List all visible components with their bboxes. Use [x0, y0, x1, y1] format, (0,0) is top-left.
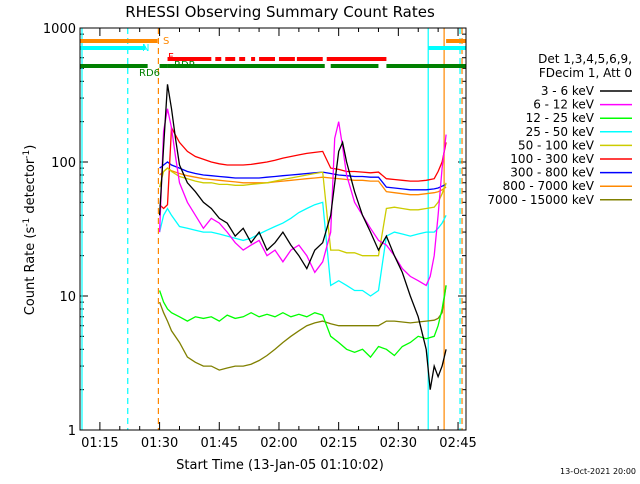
series-line-7000-15000-kev	[158, 285, 447, 371]
flag-label-f: F	[168, 52, 174, 63]
legend-header-attenuator: FDecim 1, Att 0	[539, 66, 632, 80]
legend-label: 12 - 25 keV	[526, 111, 595, 125]
legend-header-detectors: Det 1,3,4,5,6,9,	[538, 52, 632, 66]
legend-label: 50 - 100 keV	[518, 138, 595, 152]
legend-label: 800 - 7000 keV	[503, 179, 595, 193]
x-tick-label: 02:15	[320, 436, 357, 451]
legend-label: 300 - 800 keV	[510, 166, 594, 180]
chart-title: RHESSI Observing Summary Count Rates	[125, 3, 435, 21]
y-tick-label: 10	[59, 290, 76, 305]
y-axis-label-sup: -1	[22, 218, 32, 227]
legend-label: 25 - 50 keV	[526, 125, 595, 139]
y-tick-label: 1	[68, 424, 76, 439]
x-tick-label: 01:30	[141, 436, 178, 451]
series-line-50-100-kev	[158, 167, 447, 257]
legend-label: 3 - 6 keV	[541, 84, 595, 98]
series-line-3-6-kev	[158, 84, 447, 390]
legend-label: 6 - 12 keV	[533, 98, 595, 112]
flag-label-n: N	[142, 43, 149, 54]
x-tick-label: 02:45	[439, 436, 476, 451]
series-line-12-25-kev	[158, 285, 447, 359]
y-axis-label: Count Rate (s-1 detector-1)	[22, 145, 38, 316]
y-tick-label: 100	[51, 156, 76, 171]
legend-label: 100 - 300 keV	[510, 152, 594, 166]
timestamp: 13-Oct-2021 20:00	[560, 467, 636, 476]
series-line-25-50-kev	[158, 201, 447, 297]
x-tick-label: 02:30	[380, 436, 417, 451]
series-line-100-300-kev	[159, 125, 447, 210]
flag-label-rd6: RD6	[139, 68, 160, 79]
y-tick-label: 1000	[43, 22, 76, 37]
y-axis-label-main: Count Rate (s	[23, 227, 38, 316]
flag-label-s: S	[163, 36, 169, 47]
flag-label-rdp: RDP	[174, 60, 195, 71]
legend-label: 7000 - 15000 keV	[487, 193, 594, 207]
y-axis-label-close: )	[23, 145, 38, 150]
x-axis-label: Start Time (13-Jan-05 01:10:02)	[176, 458, 384, 473]
x-tick-label: 02:00	[260, 436, 297, 451]
y-axis-label-tail: detector	[23, 158, 38, 218]
plot-frame	[79, 27, 467, 431]
x-tick-label: 01:45	[201, 436, 238, 451]
series-line-6-12-kev	[158, 108, 447, 287]
x-tick-label: 01:15	[81, 436, 118, 451]
y-axis-label-sup2: -1	[22, 150, 32, 159]
series-line-800-7000-kev	[159, 167, 447, 196]
series-line-300-800-kev	[159, 161, 447, 191]
